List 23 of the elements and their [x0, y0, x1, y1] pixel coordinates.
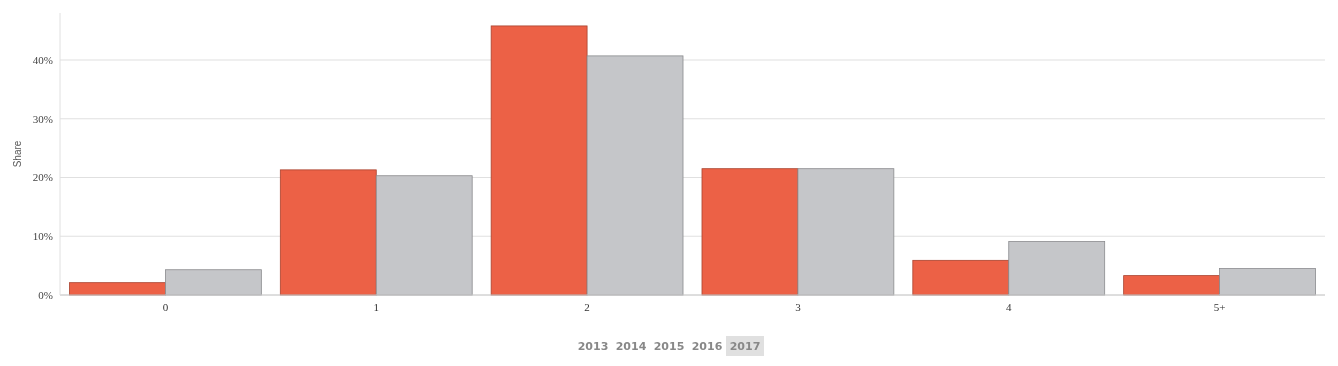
text: 2013 [577, 340, 609, 353]
x-tick-label: 4 [1006, 301, 1012, 313]
y-tick-label: 10% [32, 230, 53, 243]
text: 2015 [653, 340, 685, 353]
y-tick-label: 30% [32, 112, 53, 125]
bar [701, 168, 799, 296]
y-axis-title: Share [12, 140, 23, 168]
y-tick-label: 20% [32, 171, 53, 184]
x-tick-label: 2 [584, 301, 590, 313]
y-tick-label: 40% [32, 53, 53, 66]
x-tick-label: 5+ [1213, 301, 1226, 313]
bar [490, 25, 588, 296]
x-tick-label: 0 [162, 301, 169, 313]
bar [912, 259, 1010, 296]
x-tick-label: 1 [373, 301, 379, 313]
text: 2016 [691, 340, 723, 353]
bar [69, 282, 166, 296]
bar [279, 169, 377, 296]
y-tick-label: 0% [38, 288, 53, 301]
x-tick-label: 3 [795, 301, 802, 313]
text: 2017 [729, 340, 761, 353]
text: 2014 [615, 340, 647, 353]
bar [1123, 275, 1220, 296]
